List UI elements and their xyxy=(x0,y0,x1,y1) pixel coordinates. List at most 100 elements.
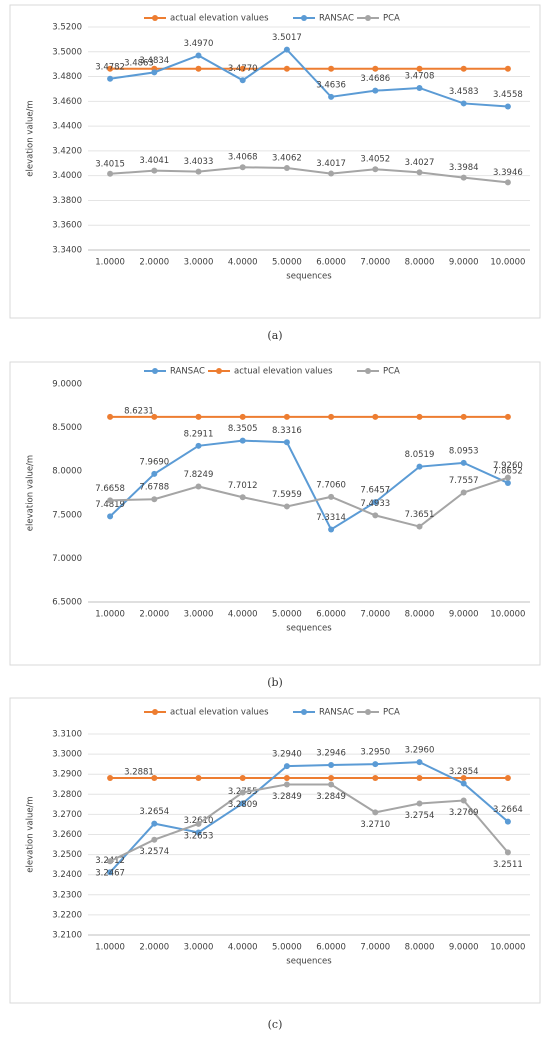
data-point xyxy=(151,167,158,174)
series-line xyxy=(110,166,509,184)
data-point xyxy=(416,800,423,807)
y-tick-label: 3.3000 xyxy=(52,750,82,760)
data-label: 7.9690 xyxy=(139,457,169,467)
x-tick-label: 7.0000 xyxy=(360,258,390,268)
x-tick-label: 5.0000 xyxy=(272,610,302,620)
data-point xyxy=(107,170,114,177)
data-label: 8.3316 xyxy=(272,426,302,436)
legend-marker xyxy=(365,709,371,715)
x-tick-label: 2.0000 xyxy=(139,258,169,268)
data-point xyxy=(416,169,423,176)
data-label: 3.4027 xyxy=(405,158,435,168)
y-tick-label: 3.4600 xyxy=(52,97,82,107)
data-point xyxy=(107,858,114,865)
y-tick-label: 8.0000 xyxy=(52,467,82,477)
y-tick-label: 3.2300 xyxy=(52,890,82,900)
data-point xyxy=(460,780,467,787)
data-label: 8.0519 xyxy=(405,450,435,460)
data-point xyxy=(195,483,202,490)
x-tick-label: 1.0000 xyxy=(95,943,125,953)
data-label: 3.2881 xyxy=(124,768,154,778)
data-point xyxy=(372,512,379,519)
data-label: 7.6788 xyxy=(139,483,169,493)
data-label: 3.2511 xyxy=(493,860,523,870)
data-label: 3.4041 xyxy=(139,156,169,166)
data-point xyxy=(151,836,158,843)
data-point xyxy=(151,496,158,503)
y-tick-label: 3.2400 xyxy=(52,870,82,880)
data-point xyxy=(195,52,202,59)
legend-label: actual elevation values xyxy=(170,14,269,24)
x-tick-label: 9.0000 xyxy=(449,610,479,620)
x-tick-label: 8.0000 xyxy=(405,610,435,620)
data-point xyxy=(504,775,511,782)
data-point xyxy=(283,763,290,770)
data-point xyxy=(328,775,335,782)
series-line xyxy=(109,783,509,863)
legend-marker xyxy=(301,709,307,715)
x-tick-label: 8.0000 xyxy=(405,258,435,268)
data-label: 7.3314 xyxy=(316,513,346,523)
data-label: 7.8249 xyxy=(184,470,214,480)
data-label: 3.4033 xyxy=(184,157,214,167)
data-point xyxy=(460,775,467,782)
legend-label: RANSAC xyxy=(170,367,205,377)
x-tick-label: 8.0000 xyxy=(405,943,435,953)
caption: (c) xyxy=(268,1018,283,1031)
data-point xyxy=(372,809,379,816)
x-tick-label: 7.0000 xyxy=(360,610,390,620)
data-point xyxy=(283,65,290,72)
y-tick-label: 3.4000 xyxy=(52,171,82,181)
data-label: 8.0953 xyxy=(449,446,479,456)
data-point xyxy=(151,413,158,420)
data-label: 7.4819 xyxy=(95,500,125,510)
data-point xyxy=(372,761,379,768)
data-point xyxy=(504,849,511,856)
legend-label: PCA xyxy=(383,14,400,24)
data-label: 3.2654 xyxy=(139,807,169,817)
data-label: 3.4636 xyxy=(316,80,346,90)
x-tick-label: 4.0000 xyxy=(228,943,258,953)
legend-marker xyxy=(152,15,158,21)
data-label: 3.2960 xyxy=(405,746,435,756)
data-point xyxy=(195,65,202,72)
data-label: 7.7012 xyxy=(228,481,258,491)
y-tick-label: 3.3100 xyxy=(52,730,82,740)
y-tick-label: 6.5000 xyxy=(52,598,82,608)
data-point xyxy=(460,174,467,181)
chart-frame xyxy=(9,361,541,666)
x-tick-label: 5.0000 xyxy=(272,258,302,268)
x-tick-label: 5.0000 xyxy=(272,943,302,953)
legend-marker xyxy=(365,368,371,374)
data-label: 3.2769 xyxy=(449,808,479,818)
data-point xyxy=(372,166,379,173)
data-point xyxy=(283,164,290,171)
data-label: 7.7557 xyxy=(449,476,479,486)
y-tick-label: 3.3400 xyxy=(52,246,82,256)
legend-label: actual elevation values xyxy=(234,367,333,377)
data-point xyxy=(239,800,246,807)
data-label: 3.4770 xyxy=(228,64,258,74)
data-label: 3.2849 xyxy=(316,792,346,802)
data-label: 3.4052 xyxy=(360,155,390,165)
y-tick-label: 3.2600 xyxy=(52,830,82,840)
legend-marker xyxy=(216,368,222,374)
data-label: 3.4068 xyxy=(228,153,258,163)
data-point xyxy=(107,513,114,520)
data-label: 3.4583 xyxy=(449,87,479,97)
data-point xyxy=(372,413,379,420)
data-label: 3.4062 xyxy=(272,153,302,163)
data-point xyxy=(195,442,202,449)
data-point xyxy=(460,413,467,420)
data-label: 3.2946 xyxy=(316,748,346,758)
x-tick-label: 9.0000 xyxy=(449,258,479,268)
x-axis-label: sequences xyxy=(286,957,332,967)
data-point xyxy=(239,437,246,444)
data-point xyxy=(283,413,290,420)
data-label: 7.6457 xyxy=(360,486,390,496)
x-tick-label: 6.0000 xyxy=(316,943,346,953)
data-point xyxy=(416,84,423,91)
data-point xyxy=(239,164,246,171)
data-point xyxy=(195,829,202,836)
